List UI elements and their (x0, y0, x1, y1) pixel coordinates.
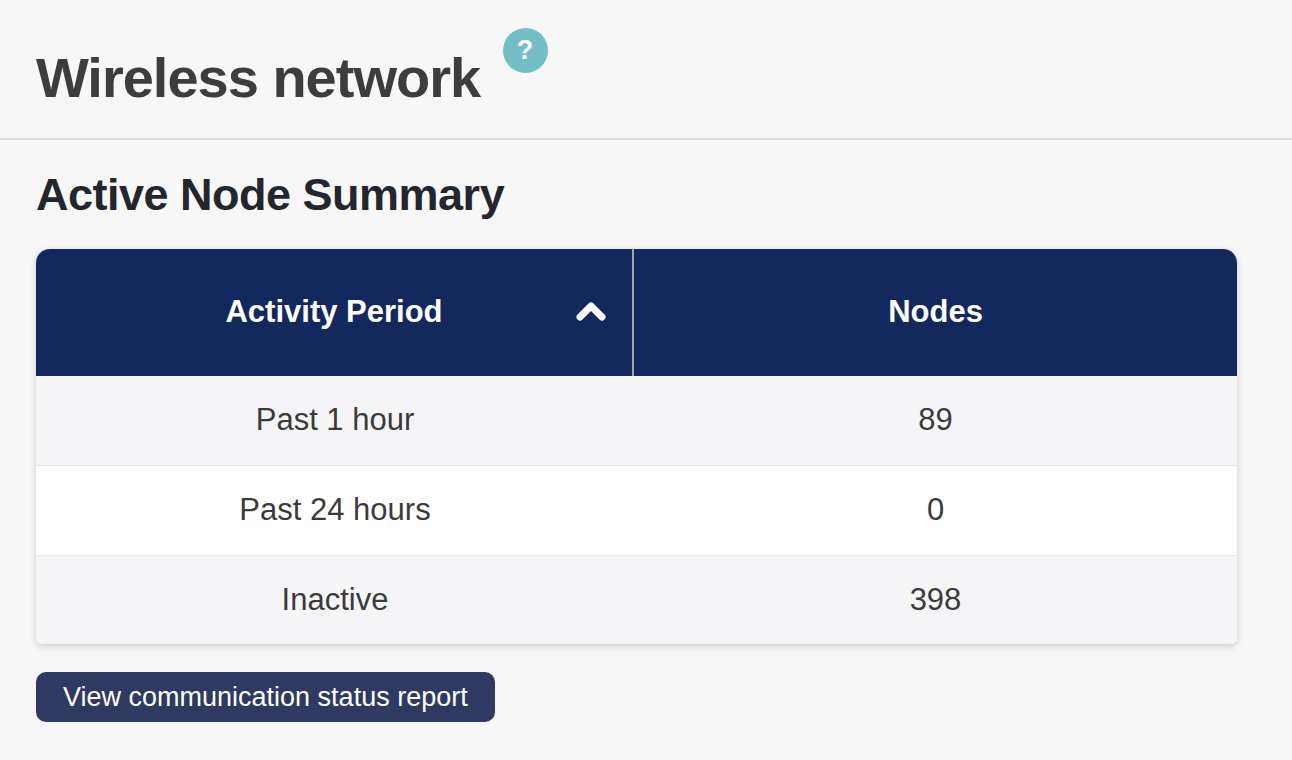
table-row: Past 1 hour 89 (36, 376, 1237, 466)
column-header-label: Activity Period (225, 294, 442, 330)
cell-activity-period: Past 24 hours (36, 466, 634, 555)
table-header-row: Activity Period Nodes (36, 249, 1237, 376)
table-row: Inactive 398 (36, 555, 1237, 645)
column-header-nodes[interactable]: Nodes (634, 249, 1237, 376)
section-heading: Active Node Summary (36, 170, 1292, 220)
main-content: Active Node Summary Activity Period Node… (0, 170, 1292, 722)
view-communication-status-report-button[interactable]: View communication status report (36, 672, 495, 722)
table-row: Past 24 hours 0 (36, 465, 1237, 555)
cell-nodes: 89 (634, 376, 1237, 466)
cell-activity-period: Past 1 hour (36, 376, 634, 466)
page-title: Wireless network (36, 46, 480, 110)
column-header-activity-period[interactable]: Activity Period (36, 249, 634, 376)
active-node-summary-table: Activity Period Nodes Past 1 hour 89 Pas… (36, 249, 1237, 645)
help-icon[interactable]: ? (503, 28, 548, 73)
cell-activity-period: Inactive (36, 556, 634, 645)
cell-nodes: 0 (634, 466, 1237, 555)
column-header-label: Nodes (888, 294, 983, 330)
page-header: Wireless network ? (0, 0, 1292, 140)
sort-ascending-icon (574, 299, 608, 325)
cell-nodes: 398 (634, 556, 1237, 645)
